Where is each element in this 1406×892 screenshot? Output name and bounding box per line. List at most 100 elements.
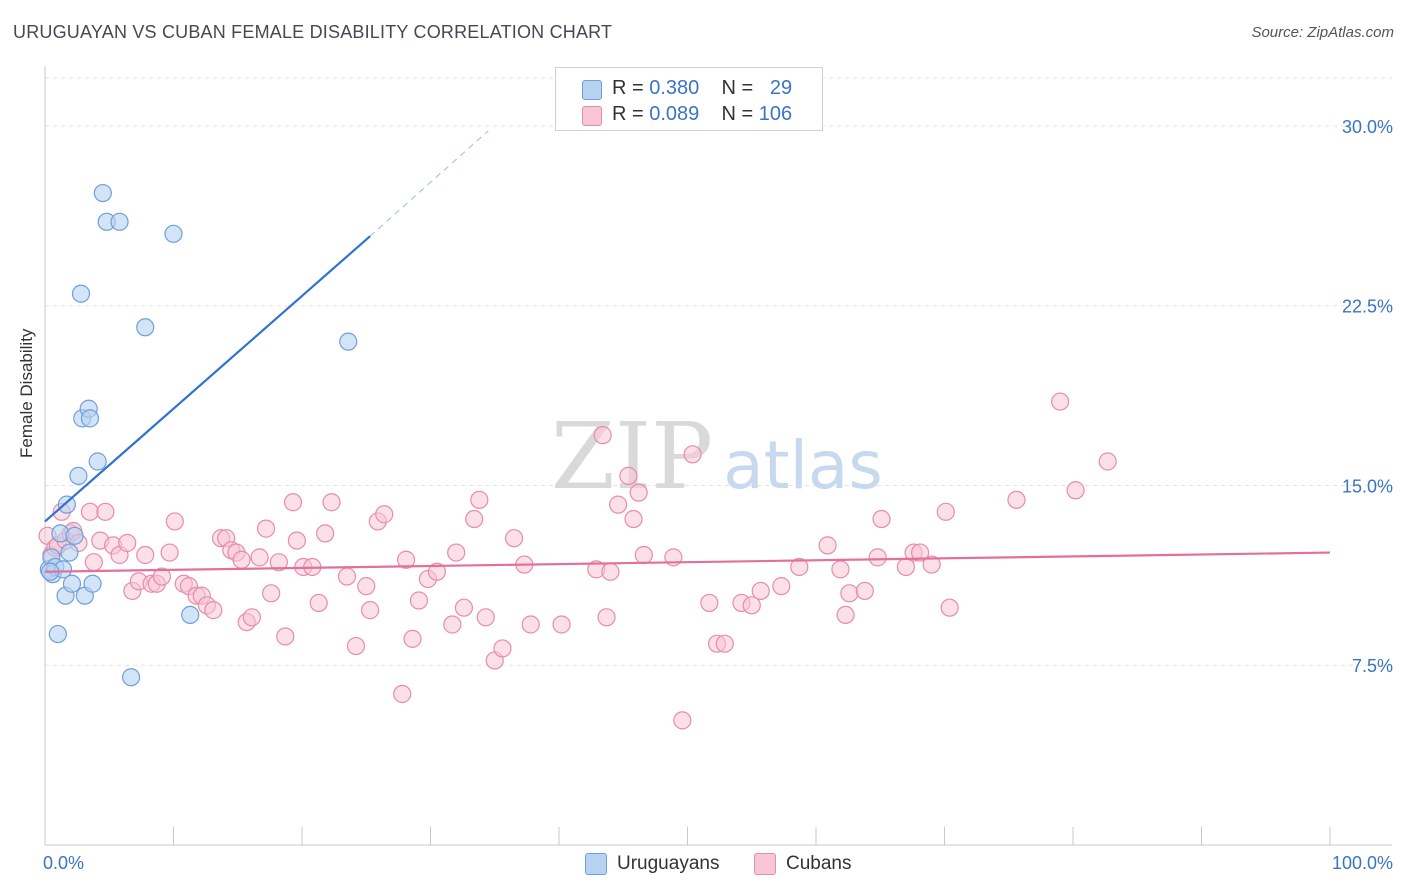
cubans-point	[910, 543, 930, 562]
cubans-point	[393, 684, 412, 704]
cubans-point	[619, 466, 638, 485]
r-label: R =	[612, 77, 644, 99]
cubans-point	[136, 545, 155, 565]
cubans-point	[443, 615, 462, 634]
cubans-point	[276, 627, 295, 646]
cubans-point	[868, 548, 887, 567]
axes	[44, 66, 1392, 846]
cubans-point	[84, 553, 103, 572]
cubans-point	[700, 593, 719, 613]
cubans-point	[493, 639, 512, 658]
cubans-point	[160, 543, 179, 562]
cubans-point	[872, 509, 891, 529]
cubans-point	[346, 636, 366, 656]
y-tick-label: 30.0%	[1342, 117, 1393, 137]
cubans-point	[521, 615, 540, 634]
uruguayans-point	[83, 574, 102, 593]
uruguayans-point	[48, 624, 67, 644]
cubans-point	[715, 634, 734, 653]
uruguayans-swatch	[582, 80, 602, 100]
uruguayans-trendline	[44, 235, 371, 523]
cubans-point	[1051, 392, 1070, 411]
y-tick-label: 7.5%	[1352, 656, 1393, 676]
cubans-point	[396, 550, 416, 569]
uruguayans-n-value: 29	[769, 77, 793, 99]
cubans-point	[316, 524, 335, 543]
cubans-point	[840, 584, 859, 603]
cubans-point	[609, 495, 628, 514]
cubans-point	[922, 555, 941, 574]
uruguayans-point	[121, 668, 141, 687]
cubans-point	[96, 502, 115, 521]
cubans-point	[1098, 452, 1117, 471]
cubans-point	[256, 519, 276, 538]
cubans-point	[593, 426, 612, 445]
source-label: Source: ZipAtlas.com	[1251, 24, 1394, 41]
cubans-point	[269, 553, 288, 572]
cubans-point	[204, 601, 223, 620]
legend-uruguayans-text: R = 0.380 N = 29	[612, 77, 792, 100]
cubans-point	[634, 545, 653, 565]
cubans-point	[361, 601, 380, 620]
stats-legend: R = 0.380 N = 29 R = 0.089 N = 106	[555, 67, 823, 131]
trendlines	[44, 130, 1331, 573]
x-tick-labels: 0.0% 100.0%	[43, 853, 1393, 873]
cubans-r-value: 0.089	[649, 103, 700, 125]
cubans-point	[283, 493, 303, 512]
cubans-point	[1007, 490, 1026, 509]
cubans-point	[742, 596, 761, 615]
cubans-point	[262, 584, 281, 603]
uruguayans-point	[80, 409, 100, 428]
cubans-legend-label: Cubans	[786, 853, 852, 874]
uruguayans-point	[69, 466, 88, 485]
uruguayans-point	[93, 183, 112, 203]
gridlines	[45, 77, 1392, 666]
cubans-point	[552, 615, 571, 634]
cubans-point	[409, 591, 429, 610]
cubans-point	[751, 581, 770, 601]
cubans-point	[836, 605, 855, 625]
uruguayans-points	[39, 183, 358, 687]
cubans-point	[454, 598, 474, 617]
cubans-point	[152, 567, 172, 586]
uruguayans-point	[60, 543, 79, 562]
uruguayans-point	[136, 318, 155, 337]
uruguayans-point	[62, 574, 82, 593]
cubans-point	[287, 531, 306, 550]
cubans-point	[465, 509, 484, 529]
legend-cubans-text: R = 0.089 N = 106	[612, 103, 792, 126]
y-tick-label: 15.0%	[1342, 476, 1393, 496]
cubans-point	[790, 557, 809, 577]
uruguayans-point	[339, 332, 358, 351]
cubans-point	[936, 502, 955, 521]
cubans-swatch	[582, 106, 602, 126]
x-tick-label: 100.0%	[1332, 853, 1393, 873]
uruguayans-point	[71, 284, 91, 303]
uruguayans-point	[164, 224, 183, 243]
cubans-point	[476, 608, 495, 627]
y-tick-label: 22.5%	[1342, 297, 1393, 317]
cubans-point	[357, 577, 376, 596]
cubans-point	[375, 505, 394, 524]
cubans-point	[855, 581, 874, 601]
x-tick-label: 0.0%	[43, 853, 84, 873]
cubans-point	[1066, 481, 1085, 500]
y-axis-label: Female Disability	[17, 328, 36, 458]
cubans-point	[683, 445, 702, 464]
cubans-point	[673, 711, 692, 730]
n-label: N =	[721, 77, 754, 99]
r-label: R =	[612, 103, 644, 125]
cubans-point	[818, 536, 837, 555]
cubans-point	[772, 577, 791, 596]
cubans-point	[504, 529, 524, 548]
cubans-point	[597, 608, 616, 627]
cubans-point	[337, 567, 357, 586]
n-label: N =	[721, 103, 754, 125]
y-tick-labels: 7.5% 15.0% 22.5% 30.0%	[1342, 117, 1393, 676]
cubans-point	[601, 562, 620, 581]
cubans-point	[242, 608, 261, 627]
uruguayans-trendline-extension	[369, 130, 489, 237]
cubans-trendline	[44, 551, 1331, 573]
cubans-point	[403, 629, 422, 648]
cubans-point	[470, 490, 489, 509]
